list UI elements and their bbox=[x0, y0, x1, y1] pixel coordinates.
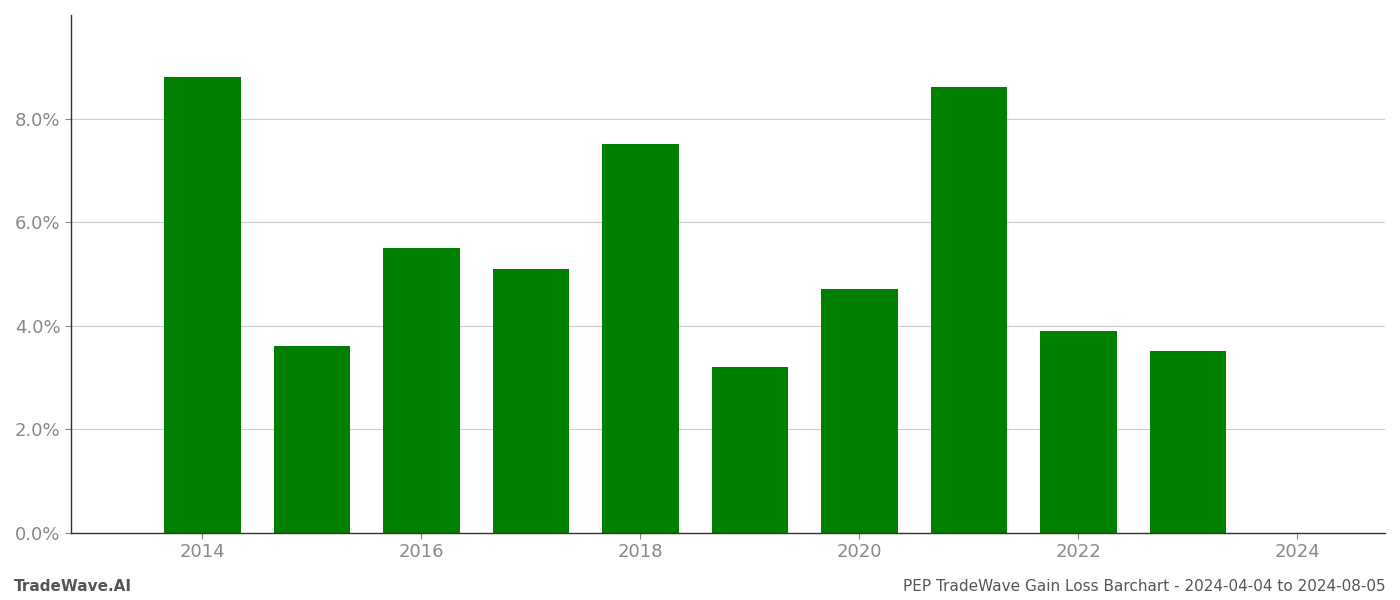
Bar bbox=[273, 346, 350, 533]
Text: TradeWave.AI: TradeWave.AI bbox=[14, 579, 132, 594]
Bar bbox=[384, 248, 459, 533]
Bar bbox=[820, 289, 897, 533]
Bar bbox=[931, 88, 1007, 533]
Bar bbox=[493, 269, 570, 533]
Bar bbox=[1040, 331, 1117, 533]
Bar bbox=[164, 77, 241, 533]
Bar bbox=[711, 367, 788, 533]
Text: PEP TradeWave Gain Loss Barchart - 2024-04-04 to 2024-08-05: PEP TradeWave Gain Loss Barchart - 2024-… bbox=[903, 579, 1386, 594]
Bar bbox=[602, 145, 679, 533]
Bar bbox=[1149, 352, 1226, 533]
